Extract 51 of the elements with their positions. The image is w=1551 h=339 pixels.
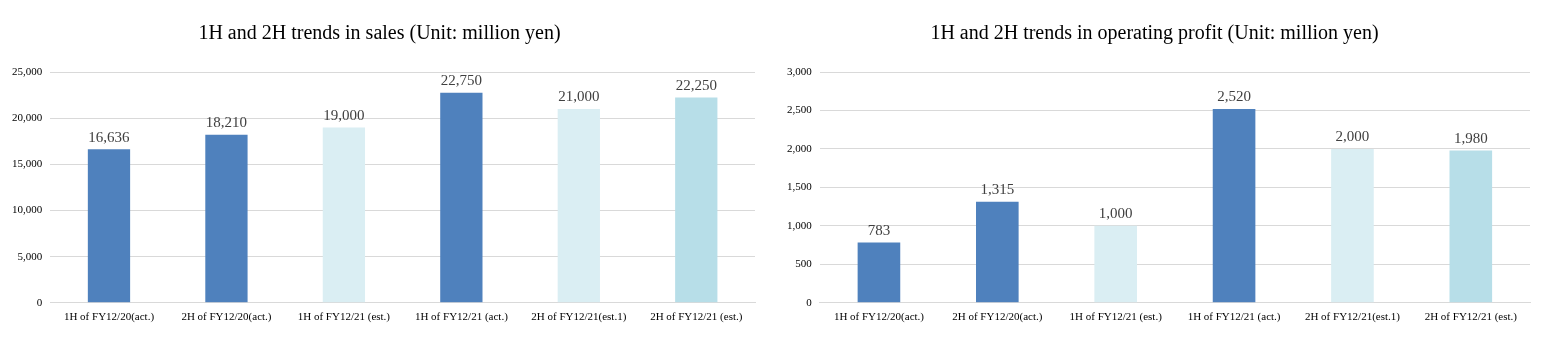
data-label: 22,250 (675, 76, 717, 93)
y-tick-label: 500 (795, 257, 813, 270)
y-tick-label: 20,000 (12, 111, 43, 124)
bar (1212, 108, 1256, 303)
bar (440, 92, 483, 303)
data-label: 16,636 (88, 128, 131, 145)
data-label: 19,000 (323, 106, 365, 123)
data-label: 1,000 (1098, 205, 1133, 222)
x-tick-label: 2H of FY12/20(act.) (952, 310, 1043, 324)
bar (857, 242, 901, 303)
x-tick-label: 1H of FY12/20(act.) (63, 310, 155, 324)
x-tick-label: 1H of FY12/21 (est.) (297, 310, 391, 324)
x-tick-label: 2H of FY12/21(est.1) (1304, 310, 1401, 324)
x-tick-label: 1H of FY12/20(act.) (833, 310, 925, 324)
y-tick-label: 15,000 (12, 157, 43, 170)
y-tick-label: 10,000 (12, 203, 43, 216)
x-tick-label: 2H of FY12/21 (est.) (650, 310, 743, 324)
x-tick-label: 1H of FY12/21 (act.) (414, 310, 509, 324)
x-tick-label: 2H of FY12/20(act.) (181, 310, 272, 324)
bar (322, 127, 366, 303)
bar (205, 134, 248, 303)
y-tick-label: 2,000 (787, 141, 813, 154)
bar (675, 97, 718, 303)
data-label: 2,000 (1335, 128, 1370, 145)
bar (1331, 148, 1374, 303)
bar (1449, 150, 1493, 303)
data-label: 22,750 (440, 72, 482, 89)
y-tick-label: 5,000 (17, 249, 43, 262)
bar (557, 108, 600, 303)
data-label: 783 (867, 222, 891, 238)
y-tick-label: 2,500 (787, 103, 813, 116)
x-tick-label: 2H of FY12/21 (est.) (1424, 310, 1518, 324)
data-label: 21,000 (558, 88, 600, 105)
data-label: 1,315 (980, 181, 1015, 198)
chart-title: 1H and 2H trends in sales (Unit: million yen) (198, 21, 561, 45)
x-tick-label: 1H of FY12/21 (est.) (1069, 310, 1163, 324)
y-tick-label: 3,000 (787, 64, 813, 77)
data-label: 1,980 (1453, 129, 1488, 146)
x-tick-label: 1H of FY12/21 (act.) (1187, 310, 1281, 324)
y-tick-label: 1,000 (787, 218, 813, 231)
x-tick-label: 2H of FY12/21(est.1) (531, 310, 627, 324)
chart-title: 1H and 2H trends in operating profit (Unit: million yen) (930, 21, 1379, 45)
data-label: 18,210 (205, 114, 248, 131)
bar (87, 149, 131, 303)
y-tick-label: 1,500 (787, 180, 813, 193)
bar (1094, 225, 1137, 303)
y-tick-label: 25,000 (12, 64, 43, 77)
bar (976, 201, 1019, 303)
y-tick-label: 0 (806, 295, 813, 308)
y-tick-label: 0 (36, 295, 43, 308)
data-label: 2,520 (1217, 88, 1251, 105)
